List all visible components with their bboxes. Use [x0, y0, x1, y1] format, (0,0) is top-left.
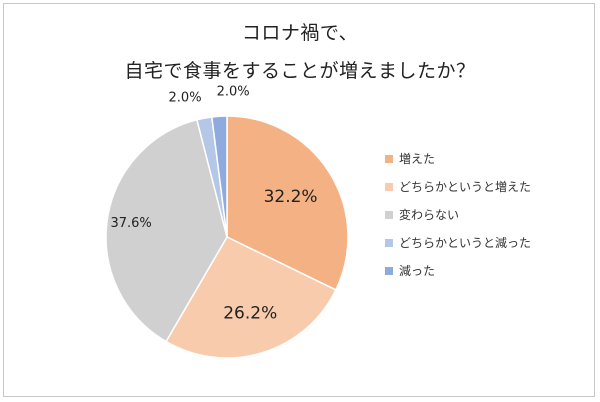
legend-label: 減った [399, 264, 436, 278]
chart-title-line-2: 自宅で食事をすることが増えましたか？ [124, 60, 476, 82]
pie-slice-2 [165, 236, 337, 359]
legend-label: どちらかというと減った [399, 236, 532, 250]
data-label-5: 2.0% [217, 84, 250, 99]
legend-item-4: どちらかというと減った [385, 234, 531, 251]
pie-slice-5 [210, 115, 228, 238]
legend-swatch [385, 266, 393, 275]
legend-item-5: 減った [385, 262, 435, 279]
data-label-3: 37.6% [110, 216, 151, 231]
data-label-1: 32.2% [264, 187, 318, 207]
legend-label: 増えた [399, 152, 436, 166]
legend-item-2: どちらかというと増えた [385, 178, 531, 195]
legend-label: 変わらない [399, 208, 460, 222]
legend-item-1: 増えた [385, 150, 435, 167]
data-label-2: 26.2% [223, 303, 277, 323]
chart-title-line-1: コロナ禍で、 [241, 22, 359, 44]
legend-swatch [385, 182, 393, 191]
legend-label: どちらかというと増えた [399, 180, 532, 194]
legend-swatch [385, 238, 393, 247]
legend-swatch [385, 210, 393, 219]
pie-slice-1 [226, 115, 349, 291]
pie-slice-3 [105, 118, 228, 343]
legend-swatch [385, 154, 393, 163]
data-label-4: 2.0% [169, 90, 202, 105]
legend-item-3: 変わらない [385, 206, 459, 223]
